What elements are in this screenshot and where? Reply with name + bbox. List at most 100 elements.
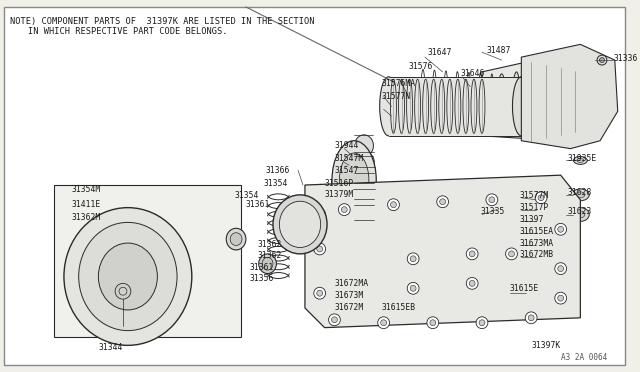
Ellipse shape bbox=[79, 222, 177, 331]
Bar bbox=[388, 77, 522, 136]
Ellipse shape bbox=[273, 195, 327, 254]
Text: 31366: 31366 bbox=[266, 166, 290, 175]
Text: 31354M: 31354M bbox=[72, 185, 101, 195]
Ellipse shape bbox=[355, 135, 373, 157]
Text: 31577M: 31577M bbox=[520, 191, 548, 201]
Circle shape bbox=[427, 317, 438, 328]
Ellipse shape bbox=[259, 254, 276, 273]
Circle shape bbox=[555, 223, 566, 235]
Circle shape bbox=[535, 192, 547, 204]
Ellipse shape bbox=[512, 72, 520, 134]
Polygon shape bbox=[522, 44, 618, 149]
Circle shape bbox=[410, 285, 416, 291]
Ellipse shape bbox=[576, 192, 585, 198]
Text: 31354: 31354 bbox=[264, 179, 288, 187]
Circle shape bbox=[476, 317, 488, 328]
Text: 31672MB: 31672MB bbox=[520, 250, 554, 259]
Ellipse shape bbox=[573, 157, 588, 164]
Circle shape bbox=[317, 246, 323, 252]
Text: 31647: 31647 bbox=[428, 48, 452, 57]
Circle shape bbox=[388, 199, 399, 211]
Ellipse shape bbox=[227, 228, 246, 250]
Text: 31354: 31354 bbox=[234, 191, 259, 201]
Text: 31615EB: 31615EB bbox=[381, 304, 416, 312]
Text: 31379M: 31379M bbox=[324, 190, 354, 199]
Text: IN WHICH RESPECTIVE PART CODE BELONGS.: IN WHICH RESPECTIVE PART CODE BELONGS. bbox=[28, 27, 227, 36]
Circle shape bbox=[538, 195, 544, 201]
Ellipse shape bbox=[262, 257, 273, 270]
Circle shape bbox=[341, 207, 348, 212]
Text: 31411E: 31411E bbox=[72, 200, 101, 209]
Ellipse shape bbox=[230, 233, 242, 246]
Circle shape bbox=[597, 55, 607, 65]
Circle shape bbox=[489, 197, 495, 203]
Text: 31362: 31362 bbox=[258, 251, 282, 260]
Circle shape bbox=[469, 251, 475, 257]
Circle shape bbox=[332, 317, 337, 323]
Text: 31623: 31623 bbox=[568, 207, 592, 216]
Circle shape bbox=[430, 320, 436, 326]
Circle shape bbox=[600, 58, 604, 62]
Ellipse shape bbox=[572, 189, 589, 201]
Circle shape bbox=[381, 320, 387, 326]
Text: 31362M: 31362M bbox=[72, 213, 101, 222]
Text: 31516P: 31516P bbox=[324, 179, 354, 187]
Text: 31362: 31362 bbox=[258, 240, 282, 248]
Circle shape bbox=[506, 248, 517, 260]
Text: 31576: 31576 bbox=[408, 62, 433, 71]
Circle shape bbox=[467, 248, 478, 260]
Circle shape bbox=[317, 290, 323, 296]
Circle shape bbox=[479, 320, 485, 326]
Ellipse shape bbox=[513, 77, 530, 136]
Text: 31547M: 31547M bbox=[335, 154, 364, 163]
Circle shape bbox=[525, 312, 537, 324]
Ellipse shape bbox=[477, 77, 487, 131]
Circle shape bbox=[555, 292, 566, 304]
Ellipse shape bbox=[572, 208, 589, 221]
Circle shape bbox=[407, 282, 419, 294]
Circle shape bbox=[467, 278, 478, 289]
Text: 31935E: 31935E bbox=[568, 154, 597, 163]
Ellipse shape bbox=[354, 199, 374, 221]
Text: 31672M: 31672M bbox=[335, 304, 364, 312]
Text: 31397: 31397 bbox=[520, 215, 544, 224]
Circle shape bbox=[486, 194, 498, 206]
Circle shape bbox=[528, 315, 534, 321]
Circle shape bbox=[557, 266, 564, 272]
Ellipse shape bbox=[332, 141, 376, 219]
Text: 31361: 31361 bbox=[250, 263, 274, 272]
Text: 31576MA: 31576MA bbox=[381, 79, 416, 88]
Circle shape bbox=[407, 253, 419, 265]
Circle shape bbox=[436, 196, 449, 208]
Ellipse shape bbox=[497, 74, 506, 133]
Text: 31673MA: 31673MA bbox=[520, 238, 554, 247]
Circle shape bbox=[509, 251, 515, 257]
Ellipse shape bbox=[354, 151, 374, 173]
Text: 31547: 31547 bbox=[335, 166, 359, 175]
Circle shape bbox=[557, 226, 564, 232]
Text: 31577N: 31577N bbox=[381, 92, 411, 101]
Circle shape bbox=[317, 212, 323, 218]
Ellipse shape bbox=[354, 183, 374, 205]
Ellipse shape bbox=[64, 208, 192, 345]
Circle shape bbox=[314, 287, 326, 299]
Ellipse shape bbox=[525, 72, 533, 135]
Text: 31344: 31344 bbox=[99, 343, 123, 352]
Text: 31672MA: 31672MA bbox=[335, 279, 369, 288]
Ellipse shape bbox=[576, 211, 585, 218]
Text: 31646: 31646 bbox=[460, 69, 484, 78]
Circle shape bbox=[557, 295, 564, 301]
Circle shape bbox=[314, 243, 326, 255]
Ellipse shape bbox=[339, 153, 369, 207]
Text: 31628: 31628 bbox=[568, 188, 592, 198]
Ellipse shape bbox=[280, 201, 321, 247]
Text: 31944: 31944 bbox=[335, 141, 359, 150]
Text: 31356: 31356 bbox=[250, 274, 274, 283]
Text: NOTE) COMPONENT PARTS OF  31397K ARE LISTED IN THE SECTION: NOTE) COMPONENT PARTS OF 31397K ARE LIST… bbox=[10, 17, 314, 26]
Text: 31335: 31335 bbox=[480, 207, 504, 216]
Circle shape bbox=[440, 199, 445, 205]
Ellipse shape bbox=[380, 77, 397, 136]
Text: 31517P: 31517P bbox=[520, 203, 548, 212]
Text: 31397K: 31397K bbox=[531, 341, 561, 350]
Circle shape bbox=[314, 209, 326, 221]
